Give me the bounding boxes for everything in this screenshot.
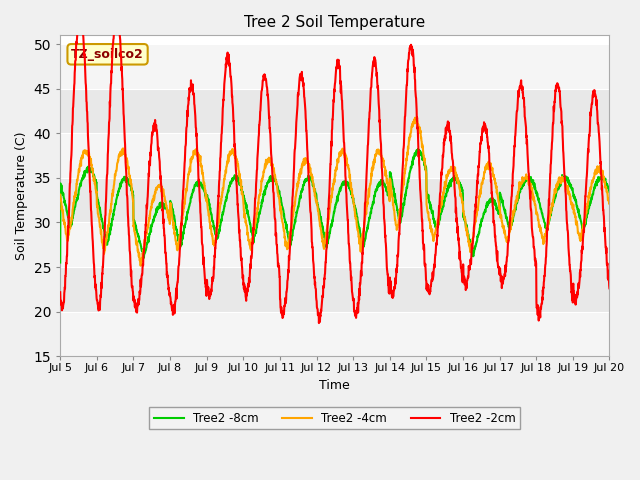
Bar <box>60 44 609 89</box>
Line: Tree2 -2cm: Tree2 -2cm <box>60 11 609 323</box>
Bar <box>60 89 609 133</box>
Bar <box>60 267 609 312</box>
Tree2 -8cm <box>363 229 371 235</box>
Tree2 -2cm <box>573 294 580 300</box>
Tree2 -4cm <box>137 263 145 269</box>
Tree2 -4cm <box>351 207 358 213</box>
Tree2 -2cm <box>113 8 120 13</box>
Tree2 -2cm <box>210 273 218 278</box>
Tree2 -4cm <box>210 241 218 247</box>
Tree2 -2cm <box>557 109 565 115</box>
Tree2 -8cm <box>414 146 422 152</box>
Tree2 -4cm <box>557 180 565 185</box>
Tree2 -2cm <box>351 313 359 319</box>
Legend: Tree2 -8cm, Tree2 -4cm, Tree2 -2cm: Tree2 -8cm, Tree2 -4cm, Tree2 -2cm <box>150 407 520 430</box>
Tree2 -2cm <box>605 286 613 291</box>
Tree2 -4cm <box>363 203 371 208</box>
Line: Tree2 -8cm: Tree2 -8cm <box>60 149 609 263</box>
Tree2 -8cm <box>351 204 358 210</box>
X-axis label: Time: Time <box>319 379 350 392</box>
Title: Tree 2 Soil Temperature: Tree 2 Soil Temperature <box>244 15 426 30</box>
Bar <box>60 312 609 356</box>
Tree2 -4cm <box>412 115 419 120</box>
Tree2 -2cm <box>363 162 371 168</box>
Tree2 -2cm <box>495 264 502 270</box>
Tree2 -8cm <box>557 178 565 184</box>
Y-axis label: Soil Temperature (C): Soil Temperature (C) <box>15 132 28 260</box>
Tree2 -4cm <box>605 200 613 205</box>
Bar <box>60 133 609 178</box>
Bar <box>60 222 609 267</box>
Tree2 -8cm <box>209 220 217 226</box>
Text: TZ_soilco2: TZ_soilco2 <box>71 48 144 61</box>
Line: Tree2 -4cm: Tree2 -4cm <box>60 118 609 266</box>
Tree2 -2cm <box>56 289 64 295</box>
Tree2 -4cm <box>56 192 64 197</box>
Tree2 -4cm <box>495 199 502 205</box>
Tree2 -8cm <box>56 260 64 265</box>
Tree2 -8cm <box>573 202 580 207</box>
Tree2 -2cm <box>315 320 323 326</box>
Tree2 -4cm <box>573 221 580 227</box>
Tree2 -8cm <box>495 211 502 217</box>
Tree2 -8cm <box>605 189 613 195</box>
Bar <box>60 178 609 222</box>
